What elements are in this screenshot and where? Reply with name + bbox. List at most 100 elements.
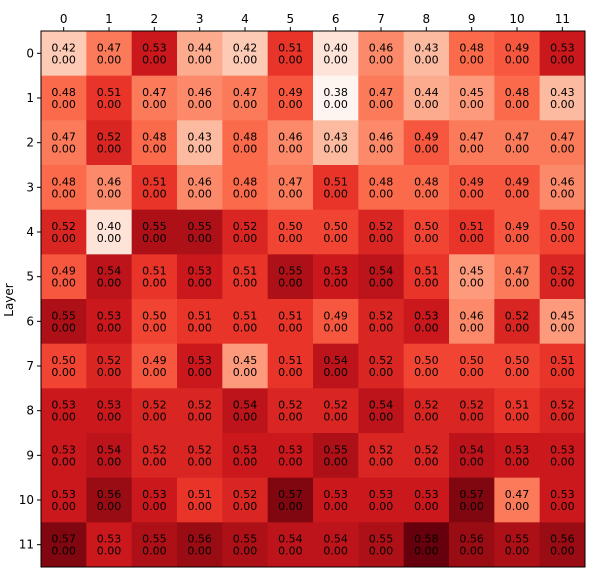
heatmap-cell: [86, 388, 133, 434]
heatmap-cell: [131, 299, 178, 345]
cell-value-label: 0.54: [369, 399, 394, 412]
cell-value-label: 0.54: [323, 533, 348, 546]
heatmap-cell: [403, 120, 450, 166]
cell-secondary-label: 0.00: [414, 232, 439, 245]
cell-value-label: 0.55: [142, 220, 167, 233]
heatmap-cell: [403, 522, 450, 568]
heatmap-cell: [358, 75, 405, 121]
cell-secondary-label: 0.00: [414, 545, 439, 558]
cell-value-label: 0.52: [142, 399, 167, 412]
heatmap-cell: [222, 120, 269, 166]
cell-secondary-label: 0.00: [459, 187, 484, 200]
heatmap-cell: [539, 120, 586, 166]
cell-value-label: 0.45: [459, 265, 484, 278]
cell-value-label: 0.51: [233, 309, 258, 322]
y-tick-label: 3: [26, 180, 34, 194]
cell-value-label: 0.48: [142, 131, 167, 144]
heatmap-cell: [313, 209, 359, 255]
cell-value-label: 0.47: [369, 86, 394, 99]
cell-secondary-label: 0.00: [369, 321, 394, 334]
cell-value-label: 0.47: [278, 175, 303, 188]
heatmap-cell: [131, 165, 178, 211]
x-tick-label: 1: [105, 12, 113, 26]
cell-value-label: 0.52: [278, 399, 303, 412]
cell-value-label: 0.46: [459, 309, 484, 322]
heatmap-cell: [449, 433, 495, 479]
cell-value-label: 0.52: [550, 265, 575, 278]
cell-value-label: 0.51: [142, 175, 167, 188]
cell-value-label: 0.46: [369, 131, 394, 144]
cell-value-label: 0.47: [550, 131, 575, 144]
cell-secondary-label: 0.00: [323, 232, 348, 245]
heatmap-cell: [313, 343, 359, 389]
cell-secondary-label: 0.00: [414, 500, 439, 513]
cell-value-label: 0.47: [505, 488, 530, 501]
cell-secondary-label: 0.00: [187, 277, 212, 290]
cell-value-label: 0.43: [323, 131, 348, 144]
cell-secondary-label: 0.00: [369, 545, 394, 558]
cell-secondary-label: 0.00: [51, 187, 76, 200]
heatmap-cell: [86, 343, 133, 389]
cell-value-label: 0.50: [323, 220, 348, 233]
cell-secondary-label: 0.00: [550, 98, 575, 111]
cell-value-label: 0.53: [323, 488, 348, 501]
cell-value-label: 0.57: [278, 488, 303, 501]
heatmap-cell: [177, 299, 223, 345]
cell-secondary-label: 0.00: [323, 187, 348, 200]
cell-secondary-label: 0.00: [187, 232, 212, 245]
cell-secondary-label: 0.00: [142, 277, 167, 290]
cell-secondary-label: 0.00: [369, 455, 394, 468]
cell-value-label: 0.40: [97, 220, 122, 233]
cell-secondary-label: 0.00: [51, 411, 76, 424]
cell-value-label: 0.52: [369, 220, 394, 233]
cell-secondary-label: 0.00: [278, 500, 303, 513]
cell-value-label: 0.47: [459, 131, 484, 144]
heatmap-cell: [267, 299, 314, 345]
heatmap-cell: [222, 299, 269, 345]
cell-secondary-label: 0.00: [323, 277, 348, 290]
cell-secondary-label: 0.00: [187, 321, 212, 334]
cell-value-label: 0.46: [369, 41, 394, 54]
cell-secondary-label: 0.00: [142, 98, 167, 111]
cell-value-label: 0.48: [459, 41, 484, 54]
x-axis-ticks: 0 1 2 3 4 5 6 7 8 9 10 11: [60, 12, 570, 31]
heatmap-cell: [267, 31, 314, 77]
cell-value-label: 0.46: [550, 175, 575, 188]
cell-value-label: 0.48: [414, 175, 439, 188]
cell-value-label: 0.52: [505, 309, 530, 322]
heatmap-cell: [494, 31, 541, 77]
cell-value-label: 0.54: [97, 443, 122, 456]
cell-value-label: 0.48: [505, 86, 530, 99]
cell-secondary-label: 0.00: [505, 98, 530, 111]
heatmap-cell: [41, 75, 87, 121]
cell-value-label: 0.49: [323, 309, 348, 322]
heatmap-cell: [539, 433, 586, 479]
heatmap-cell: [131, 120, 178, 166]
heatmap-cell: [86, 120, 133, 166]
cell-secondary-label: 0.00: [459, 143, 484, 156]
heatmap-cell: [313, 433, 359, 479]
cell-value-label: 0.57: [51, 533, 76, 546]
heatmap-cell: [403, 254, 450, 300]
cell-value-label: 0.42: [233, 41, 258, 54]
cell-secondary-label: 0.00: [459, 321, 484, 334]
heatmap-cell: [313, 254, 359, 300]
cell-value-label: 0.55: [142, 533, 167, 546]
cell-secondary-label: 0.00: [142, 143, 167, 156]
heatmap-cell: [267, 209, 314, 255]
heatmap-cell: [267, 343, 314, 389]
cell-secondary-label: 0.00: [459, 500, 484, 513]
cell-value-label: 0.53: [550, 488, 575, 501]
cell-secondary-label: 0.00: [142, 321, 167, 334]
heatmap-cell: [86, 522, 133, 568]
heatmap-cell: [177, 388, 223, 434]
heatmap-cell: [86, 75, 133, 121]
cell-value-label: 0.43: [187, 131, 212, 144]
heatmap-cell: [313, 31, 359, 77]
heatmap-cell: [131, 209, 178, 255]
cell-value-label: 0.52: [323, 399, 348, 412]
x-tick-label: 2: [151, 12, 159, 26]
cell-value-label: 0.51: [233, 265, 258, 278]
cell-value-label: 0.48: [51, 175, 76, 188]
cell-secondary-label: 0.00: [187, 411, 212, 424]
